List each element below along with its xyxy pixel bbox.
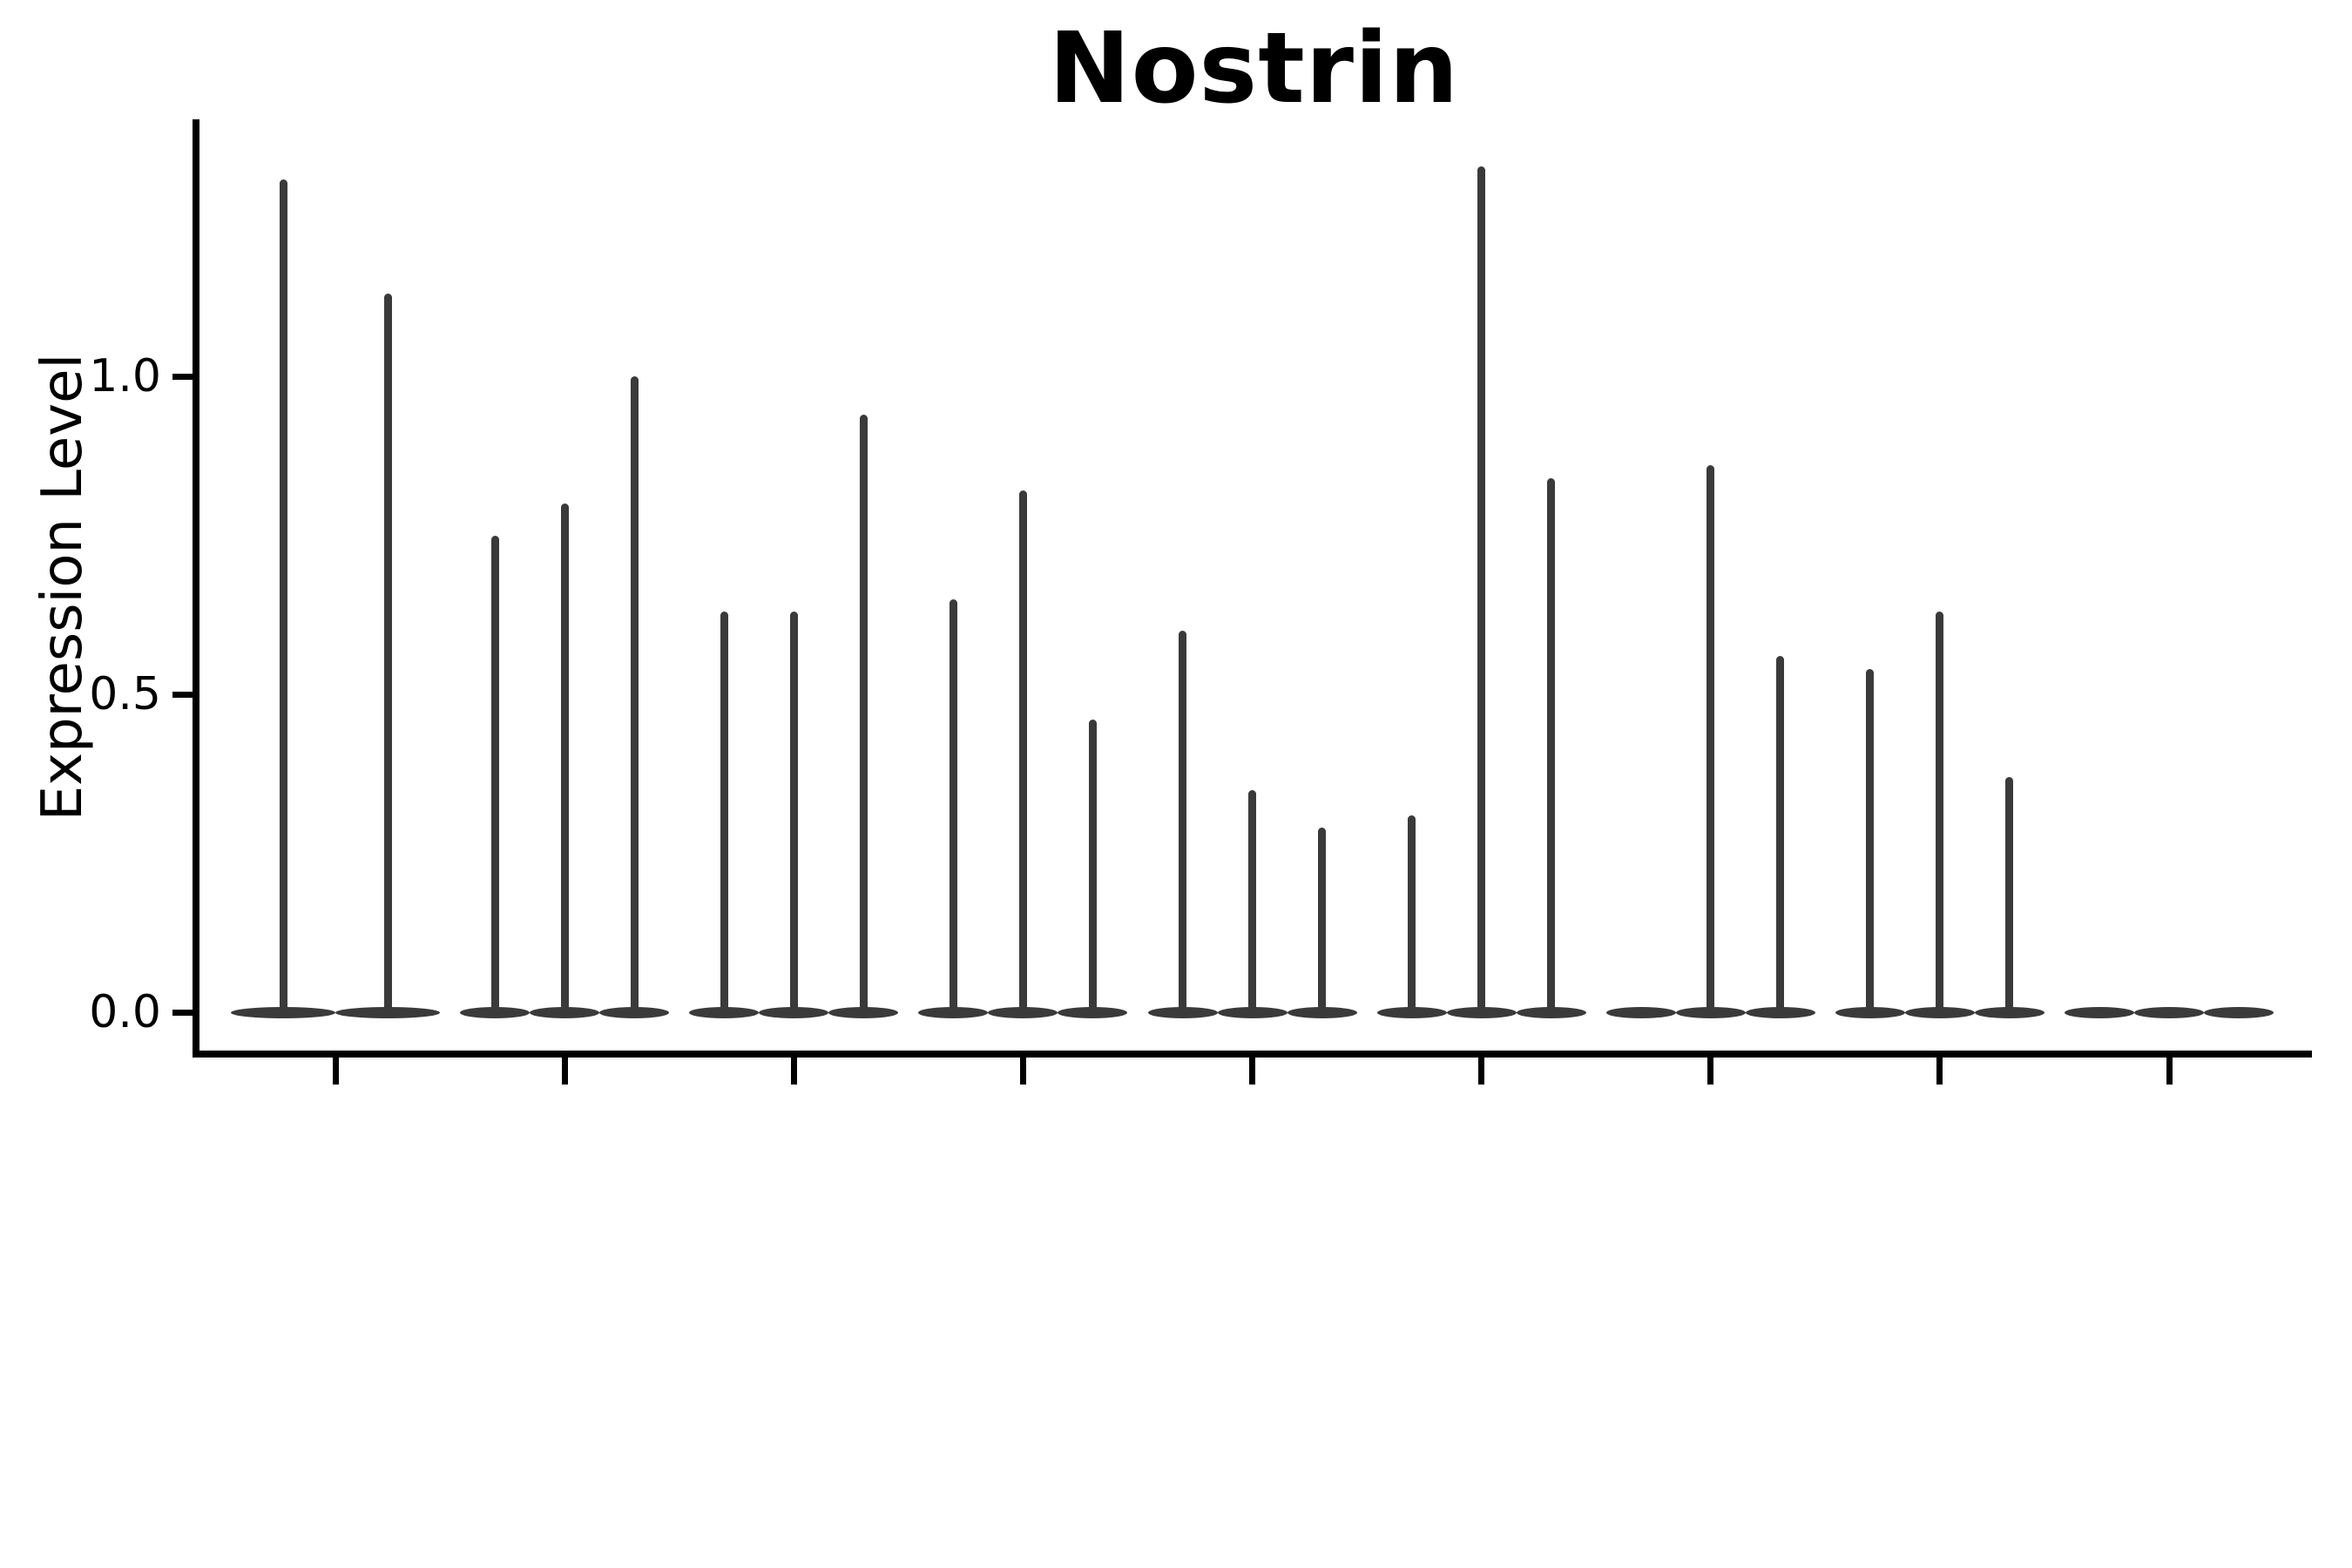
violin-spike	[1477, 166, 1486, 1017]
violin-spike	[1088, 720, 1097, 1017]
y-axis-label: Expression Level	[30, 353, 95, 821]
violin-spike	[1248, 789, 1256, 1017]
violin-spike	[1018, 490, 1027, 1017]
violin-spike	[1776, 656, 1785, 1017]
x-tick-mark	[1249, 1058, 1255, 1085]
x-tick-mark	[1707, 1058, 1714, 1085]
x-tick-mark	[561, 1058, 568, 1085]
violin-spike	[630, 376, 639, 1017]
violin-spike	[1179, 631, 1186, 1017]
violin-spike	[2005, 776, 2014, 1017]
y-tick-mark	[172, 1009, 193, 1016]
x-axis-spine	[193, 1051, 2312, 1058]
y-axis-spine	[193, 119, 199, 1058]
x-tick-mark	[790, 1058, 797, 1085]
y-tick-mark	[172, 691, 193, 698]
violin-base	[2065, 1006, 2134, 1018]
x-tick-mark	[1019, 1058, 1026, 1085]
violin-base	[2204, 1006, 2274, 1018]
violin-spike	[383, 294, 392, 1017]
violin-spike	[1866, 668, 1875, 1017]
violin-spike	[490, 535, 499, 1017]
x-tick-mark	[332, 1058, 339, 1085]
violin-spike	[1547, 477, 1556, 1017]
x-tick-mark	[2166, 1058, 2173, 1085]
violin-base	[2134, 1006, 2204, 1018]
violin-spike	[1707, 465, 1715, 1017]
y-tick-label: 1.0	[89, 350, 161, 402]
violin-spike	[1936, 612, 1944, 1017]
violin-spike	[949, 598, 957, 1017]
violin-spike	[789, 612, 798, 1017]
chart-title: Nostrin	[1048, 12, 1460, 125]
violin-spike	[279, 179, 287, 1017]
y-tick-mark	[172, 373, 193, 380]
violin-base	[1605, 1006, 1676, 1018]
y-tick-label: 0.0	[89, 986, 161, 1038]
y-tick-label: 0.5	[89, 668, 161, 720]
violin-spike	[560, 504, 569, 1017]
x-tick-mark	[1478, 1058, 1485, 1085]
violin-spike	[1318, 828, 1326, 1017]
violin-spike	[1408, 814, 1416, 1017]
x-tick-mark	[1936, 1058, 1943, 1085]
violin-spike	[720, 612, 728, 1017]
violin-spike	[859, 414, 868, 1017]
